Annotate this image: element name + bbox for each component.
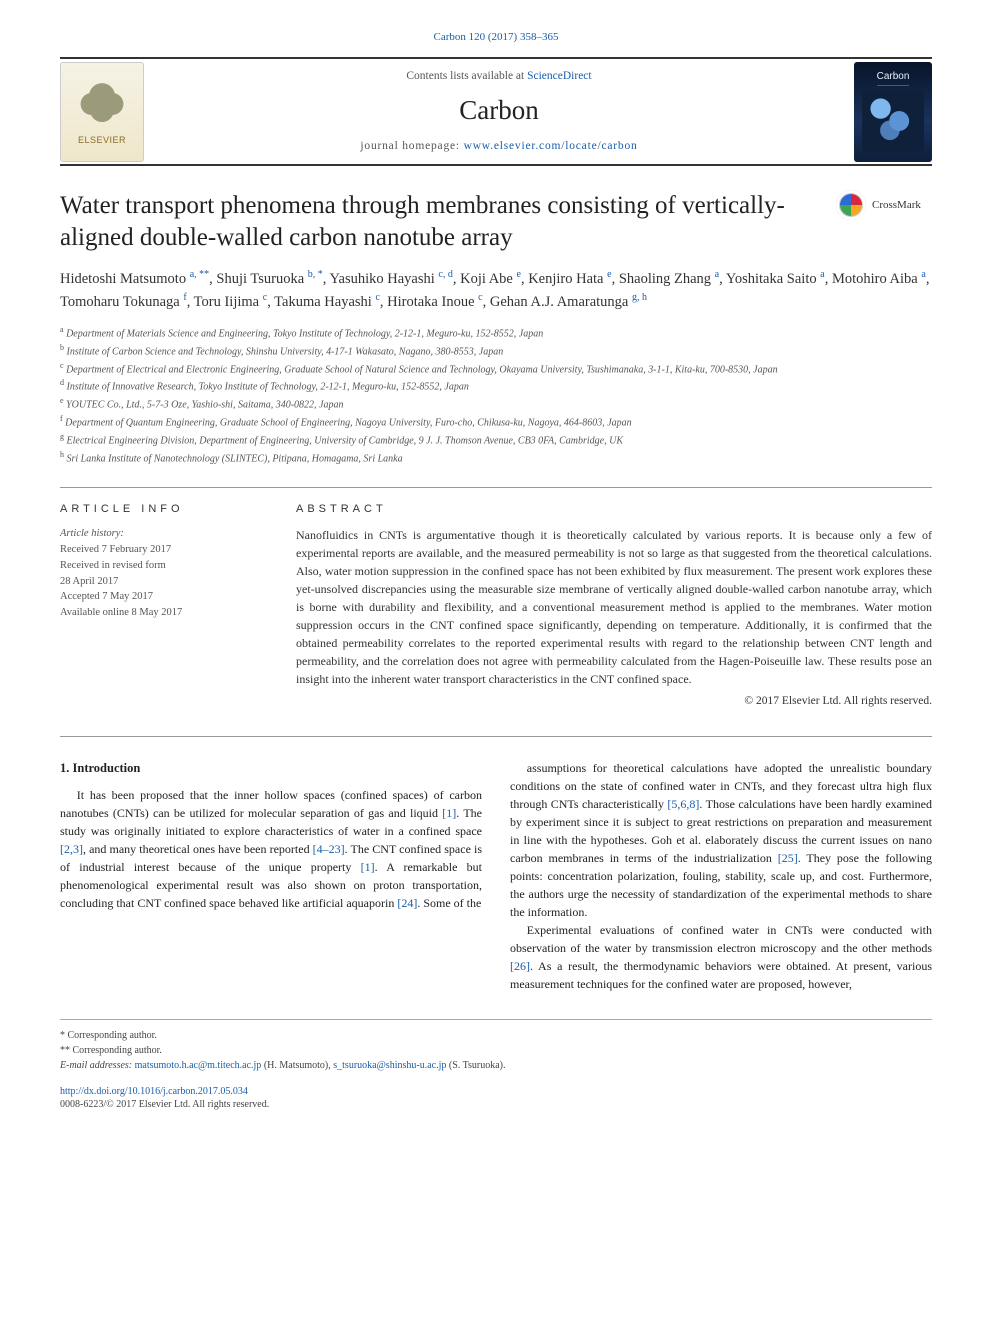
email-who-2: (S. Tsuruoka). [446,1060,505,1071]
masthead-center: Contents lists available at ScienceDirec… [158,59,840,164]
article-history-label: Article history: [60,526,268,542]
abstract-text: Nanofluidics in CNTs is argumentative th… [296,526,932,688]
crossmark-icon [836,190,866,220]
section-heading-introduction: 1. Introduction [60,759,482,778]
affiliation-item: h Sri Lanka Institute of Nanotechnology … [60,449,932,467]
corresponding-author-note-2: ** Corresponding author. [60,1043,932,1058]
masthead: ELSEVIER Contents lists available at Sci… [60,57,932,166]
publisher-logo: ELSEVIER [60,62,144,162]
crossmark-label: CrossMark [872,198,921,213]
article-history-line: Received 7 February 2017 [60,542,268,558]
footnotes: * Corresponding author. ** Corresponding… [60,1019,932,1073]
journal-homepage-line: journal homepage: www.elsevier.com/locat… [158,139,840,155]
cover-journal-word: Carbon [877,70,910,87]
citation-header: Carbon 120 (2017) 358–365 [60,30,932,45]
article-history-line: Received in revised form [60,558,268,574]
issn-copyright-line: 0008-6223/© 2017 Elsevier Ltd. All right… [60,1098,932,1112]
journal-name: Carbon [158,92,840,128]
doi-link[interactable]: http://dx.doi.org/10.1016/j.carbon.2017.… [60,1086,248,1097]
affiliation-item: f Department of Quantum Engineering, Gra… [60,413,932,431]
abstract-column: ABSTRACT Nanofluidics in CNTs is argumen… [296,502,932,710]
email-who-1: (H. Matsumoto), [261,1060,333,1071]
emails-label: E-mail addresses: [60,1060,135,1071]
affiliation-list: a Department of Materials Science and En… [60,324,932,467]
article-info-header: ARTICLE INFO [60,502,268,517]
intro-paragraph-2: assumptions for theoretical calculations… [510,759,932,921]
author-list: Hidetoshi Matsumoto a, **, Shuji Tsuruok… [60,267,932,314]
article-history-line: 28 April 2017 [60,574,268,590]
affiliation-item: b Institute of Carbon Science and Techno… [60,342,932,360]
email-link-1[interactable]: matsumoto.h.ac@m.titech.ac.jp [135,1060,262,1071]
email-link-2[interactable]: s_tsuruoka@shinshu-u.ac.jp [333,1060,446,1071]
article-info-column: ARTICLE INFO Article history: Received 7… [60,502,268,710]
article-title: Water transport phenomena through membra… [60,190,822,253]
corresponding-author-note-1: * Corresponding author. [60,1028,932,1043]
body-two-columns: 1. Introduction It has been proposed tha… [60,759,932,993]
doi-line: http://dx.doi.org/10.1016/j.carbon.2017.… [60,1085,932,1099]
cover-art-icon [862,90,924,152]
contents-prefix: Contents lists available at [406,70,527,82]
abstract-header: ABSTRACT [296,502,932,517]
article-history-line: Accepted 7 May 2017 [60,589,268,605]
abstract-copyright: © 2017 Elsevier Ltd. All rights reserved… [296,694,932,710]
sciencedirect-link[interactable]: ScienceDirect [527,70,592,82]
elsevier-tree-icon [76,78,128,130]
publisher-name: ELSEVIER [78,134,126,146]
affiliation-item: c Department of Electrical and Electroni… [60,360,932,378]
email-addresses: E-mail addresses: matsumoto.h.ac@m.titec… [60,1058,932,1073]
affiliation-item: e YOUTEC Co., Ltd., 5-7-3 Oze, Yashio-sh… [60,395,932,413]
intro-paragraph-1: It has been proposed that the inner holl… [60,786,482,912]
affiliation-item: g Electrical Engineering Division, Depar… [60,431,932,449]
homepage-link[interactable]: www.elsevier.com/locate/carbon [464,140,638,152]
affiliation-item: d Institute of Innovative Research, Toky… [60,377,932,395]
article-history-line: Available online 8 May 2017 [60,605,268,621]
horizontal-rule [60,736,932,737]
info-abstract-row: ARTICLE INFO Article history: Received 7… [60,487,932,710]
crossmark-badge[interactable]: CrossMark [836,190,932,220]
contents-available-line: Contents lists available at ScienceDirec… [158,69,840,85]
article-history: Article history: Received 7 February 201… [60,526,268,621]
affiliation-item: a Department of Materials Science and En… [60,324,932,342]
homepage-prefix: journal homepage: [360,140,463,152]
intro-paragraph-3: Experimental evaluations of confined wat… [510,921,932,993]
journal-cover-thumbnail: Carbon [854,62,932,162]
